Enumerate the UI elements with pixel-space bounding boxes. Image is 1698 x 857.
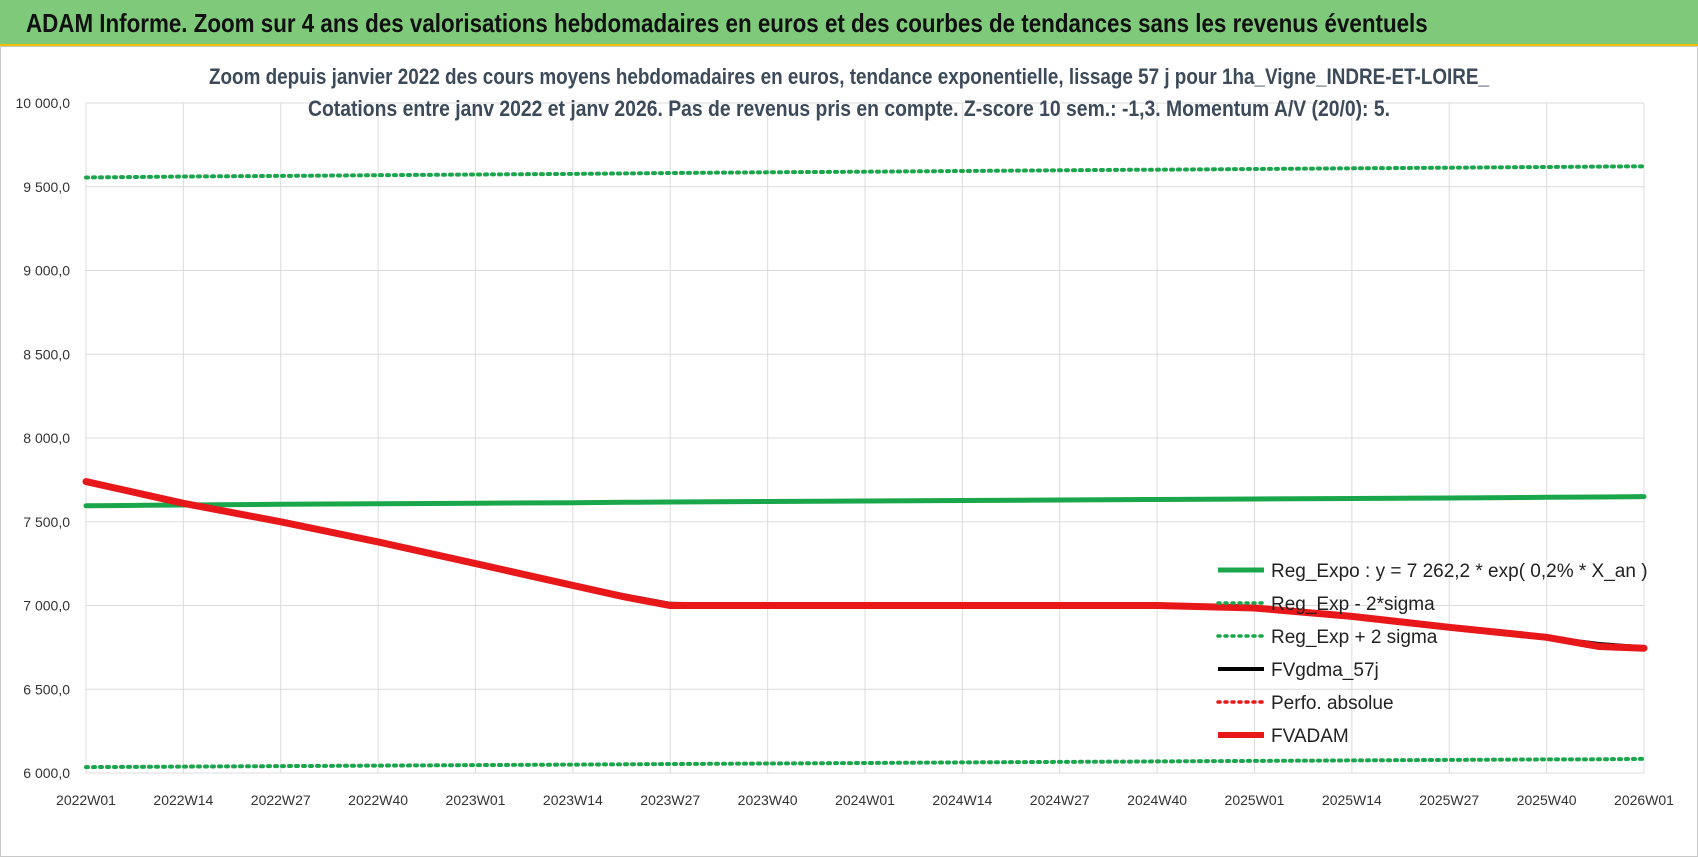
- y-tick-label: 6 000,0: [23, 765, 70, 781]
- series-line-5: [82, 478, 1648, 652]
- chart-subtitle: Cotations entre janv 2022 et janv 2026. …: [308, 96, 1390, 121]
- x-tick-label: 2026W01: [1614, 792, 1674, 808]
- legend-label: Reg_Exp + 2 sigma: [1271, 627, 1438, 648]
- y-tick-label: 6 500,0: [23, 681, 70, 697]
- series-line-2: [84, 164, 1646, 180]
- y-tick-label: 8 000,0: [23, 430, 70, 446]
- report-title: ADAM Informe. Zoom sur 4 ans des valoris…: [26, 8, 1428, 38]
- x-tick-label: 2025W14: [1322, 792, 1382, 808]
- y-tick-label: 10 000,0: [16, 95, 71, 111]
- x-tick-label: 2023W27: [640, 792, 700, 808]
- series-lines: [82, 164, 1648, 770]
- report-banner: ADAM Informe. Zoom sur 4 ans des valoris…: [0, 0, 1698, 46]
- x-tick-label: 2023W01: [446, 792, 506, 808]
- chart-title: Zoom depuis janvier 2022 des cours moyen…: [209, 64, 1490, 89]
- legend-label: Reg_Exp - 2*sigma: [1271, 594, 1435, 615]
- x-tick-label: 2023W14: [543, 792, 603, 808]
- y-tick-label: 9 500,0: [23, 179, 70, 195]
- x-tick-label: 2024W01: [835, 792, 895, 808]
- x-tick-label: 2022W27: [251, 792, 311, 808]
- x-tick-label: 2024W27: [1030, 792, 1090, 808]
- y-tick-label: 8 500,0: [23, 346, 70, 362]
- x-tick-label: 2025W27: [1419, 792, 1479, 808]
- x-tick-label: 2023W40: [738, 792, 798, 808]
- legend-label: FVgdma_57j: [1271, 660, 1379, 681]
- y-tick-label: 7 500,0: [23, 514, 70, 530]
- x-axis-ticks: 2022W01 2022W14 2022W27 2022W40 2023W01 2023W…: [56, 792, 1674, 808]
- x-tick-label: 2022W14: [153, 792, 213, 808]
- grid-lines: [85, 102, 1645, 774]
- legend: Reg_Expo : y = 7 262,2 * exp( 0,2% * X_a…: [1216, 561, 1648, 747]
- x-tick-label: 2024W40: [1127, 792, 1187, 808]
- x-tick-label: 2025W01: [1225, 792, 1285, 808]
- y-tick-label: 7 000,0: [23, 598, 70, 614]
- legend-label: Reg_Expo : y = 7 262,2 * exp( 0,2% * X_a…: [1271, 561, 1648, 582]
- series-line-0: [83, 494, 1647, 509]
- x-tick-label: 2022W01: [56, 792, 116, 808]
- series-line-1: [84, 756, 1646, 770]
- line-chart: Zoom depuis janvier 2022 des cours moyen…: [16, 64, 1675, 808]
- x-tick-label: 2024W14: [932, 792, 992, 808]
- y-tick-label: 9 000,0: [23, 263, 70, 279]
- legend-label: Perfo. absolue: [1271, 693, 1394, 714]
- x-tick-label: 2022W40: [348, 792, 408, 808]
- y-axis-ticks: 6 000,0 6 500,0 7 000,0 7 500,0 8 000,0 8 500…: [16, 95, 71, 781]
- x-tick-label: 2025W40: [1517, 792, 1577, 808]
- legend-label: FVADAM: [1271, 726, 1349, 747]
